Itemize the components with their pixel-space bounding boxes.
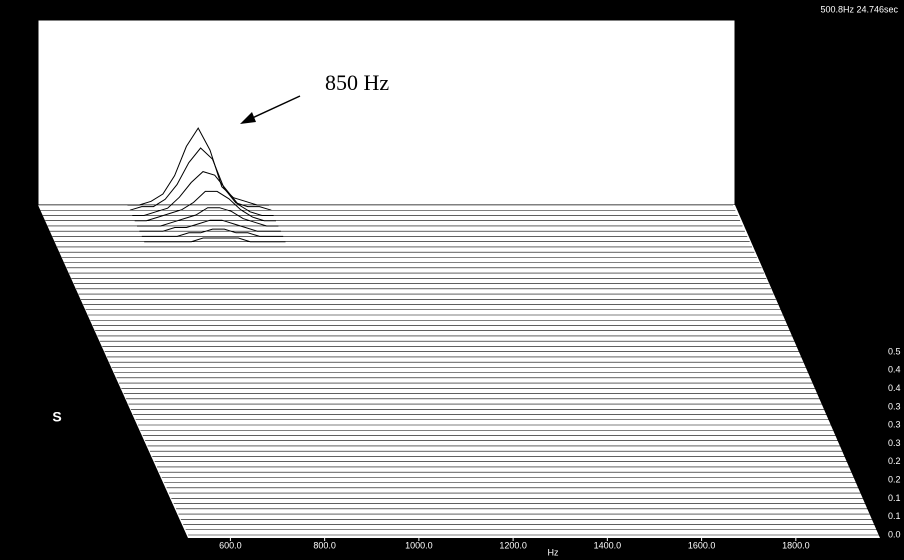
- slice-rows: [38, 204, 883, 536]
- time-label: 23.80: [21, 217, 44, 227]
- time-label: 24.75: [163, 531, 186, 541]
- z-tick-label: 0.1: [888, 493, 901, 503]
- z-tick-label: 0.4: [888, 383, 901, 393]
- spectrum-trace: [127, 127, 269, 206]
- spectrum-trace: [141, 228, 284, 237]
- arrow-head: [240, 112, 256, 124]
- time-label: 24.50: [128, 453, 151, 463]
- z-tick-label: 0.4: [888, 365, 901, 375]
- z-tick-label: 0.2: [888, 456, 901, 466]
- spectrum-trace: [139, 219, 281, 232]
- time-label: 24.45: [113, 421, 136, 431]
- time-label: 24.25: [85, 359, 108, 369]
- time-label: 24.70: [121, 437, 144, 447]
- time-label: 24.05: [56, 296, 79, 306]
- spectrum-trace: [132, 171, 274, 216]
- time-label: 24.10: [63, 311, 86, 321]
- x-tick-label: 1600.0: [688, 540, 716, 550]
- spectrum-trace: [144, 237, 286, 243]
- time-axis-label: S: [52, 409, 61, 425]
- back-wall: [37, 19, 736, 206]
- time-label: 24.40: [106, 406, 129, 416]
- x-axis-label: Hz: [548, 547, 559, 557]
- time-label: 23.90: [35, 249, 58, 259]
- x-tick-label: 1800.0: [782, 540, 810, 550]
- z-tick-label: 0.5: [888, 346, 901, 356]
- spectrum-trace: [134, 190, 276, 222]
- z-tick-label: 0.2: [888, 474, 901, 484]
- status: 500.8Hz 24.746sec: [820, 4, 898, 14]
- annotation: 850 Hz: [325, 70, 389, 95]
- x-tick-label: 1000.0: [405, 540, 433, 550]
- z-tick-label: 0.3: [888, 401, 901, 411]
- time-label: 24.65: [149, 500, 172, 510]
- x-tick-label: 600.0: [219, 540, 242, 550]
- x-tick-label: 1400.0: [594, 540, 622, 550]
- z-tick-label: 0.1: [888, 511, 901, 521]
- time-label: 24.30: [92, 374, 115, 384]
- time-label: 24.00: [49, 280, 72, 290]
- time-label: 23.95: [42, 264, 65, 274]
- spectra: [127, 127, 286, 243]
- z-tick-label: 0.0: [888, 529, 901, 539]
- time-label: 23.75: [13, 201, 36, 211]
- x-tick-label: 800.0: [313, 540, 336, 550]
- annotation-arrow: [247, 95, 301, 121]
- floor: [38, 205, 880, 538]
- x-tick-label: 1200.0: [499, 540, 527, 550]
- time-label: 24.35: [99, 390, 122, 400]
- time-label: 24.60: [142, 484, 165, 494]
- time-label: 24.70: [156, 516, 179, 526]
- z-tick-label: 0.3: [888, 420, 901, 430]
- spectrum-trace: [129, 147, 272, 211]
- time-label: 24.15: [71, 327, 94, 337]
- spectrum-trace: [137, 207, 279, 227]
- time-label: 23.85: [28, 233, 51, 243]
- time-label: 24.55: [135, 469, 158, 479]
- z-tick-label: 0.3: [888, 438, 901, 448]
- time-label: 24.20: [78, 343, 101, 353]
